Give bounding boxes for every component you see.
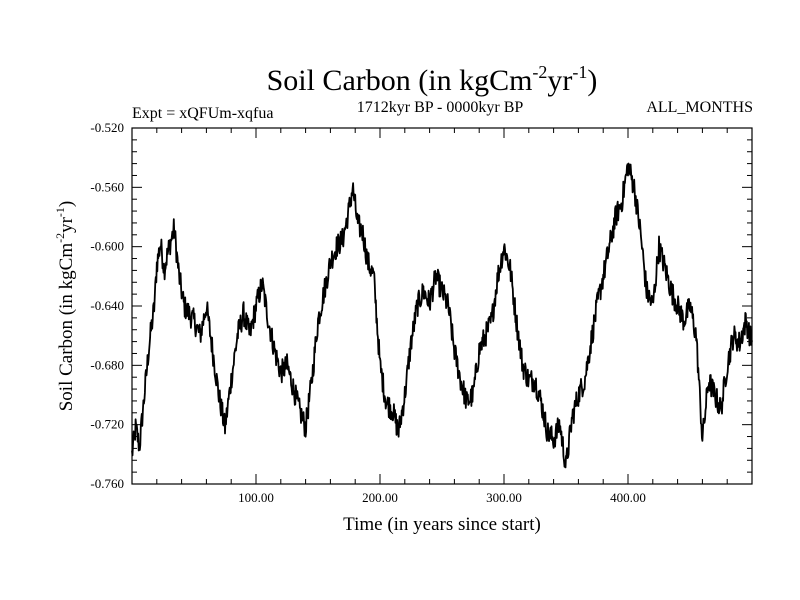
axis-tick-labels: 100.00 200.00 300.00 400.00 -0.520 -0.560 -0.6… — [90, 120, 645, 505]
x-tick-label: 200.00 — [362, 490, 398, 505]
y-tick-label: -0.600 — [90, 239, 124, 254]
x-axis-label: Time (in years since start) — [343, 514, 541, 535]
y-tick-label: -0.760 — [90, 476, 124, 491]
chart-subtitle-left: Expt = xQFUm-xqfua — [132, 105, 273, 122]
x-tick-label: 400.00 — [610, 490, 646, 505]
chart-subtitle-center: 1712kyr BP - 0000kyr BP — [357, 99, 524, 116]
x-tick-label: 100.00 — [238, 490, 274, 505]
y-tick-label: -0.520 — [90, 120, 124, 135]
y-tick-label: -0.560 — [90, 179, 124, 194]
y-axis-label: Soil Carbon (in kgCm-2yr-1) — [53, 201, 77, 412]
y-tick-label: -0.720 — [90, 417, 124, 432]
soil-carbon-series-line — [131, 162, 753, 469]
chart-title: Soil Carbon (in kgCm-2yr-1) — [267, 62, 598, 97]
chart-subtitle-right: ALL_MONTHS — [646, 99, 753, 116]
y-tick-label: -0.640 — [90, 298, 124, 313]
x-tick-label: 300.00 — [486, 490, 522, 505]
y-tick-label: -0.680 — [90, 357, 124, 372]
